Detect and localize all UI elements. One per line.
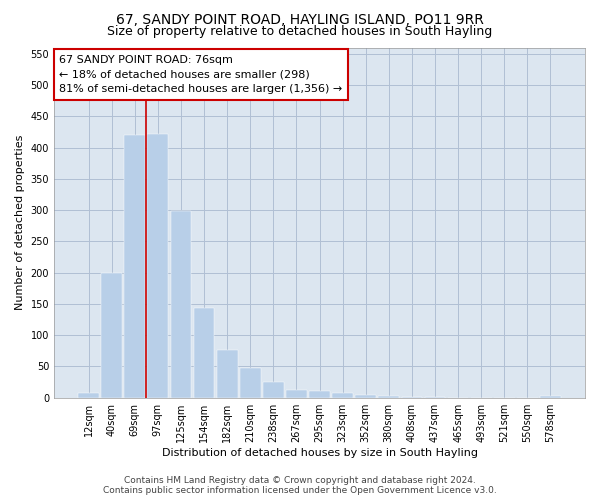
Y-axis label: Number of detached properties: Number of detached properties bbox=[15, 135, 25, 310]
Bar bbox=[309, 392, 330, 398]
Bar bbox=[379, 396, 399, 398]
Text: 67 SANDY POINT ROAD: 76sqm
← 18% of detached houses are smaller (298)
81% of sem: 67 SANDY POINT ROAD: 76sqm ← 18% of deta… bbox=[59, 54, 343, 94]
Bar bbox=[217, 350, 238, 398]
Bar bbox=[332, 394, 353, 398]
Bar bbox=[540, 396, 561, 398]
Bar bbox=[170, 212, 191, 398]
Bar bbox=[401, 397, 422, 398]
Text: 67, SANDY POINT ROAD, HAYLING ISLAND, PO11 9RR: 67, SANDY POINT ROAD, HAYLING ISLAND, PO… bbox=[116, 12, 484, 26]
Bar bbox=[148, 134, 168, 398]
Bar bbox=[425, 397, 445, 398]
Bar bbox=[286, 390, 307, 398]
Text: Size of property relative to detached houses in South Hayling: Size of property relative to detached ho… bbox=[107, 25, 493, 38]
X-axis label: Distribution of detached houses by size in South Hayling: Distribution of detached houses by size … bbox=[161, 448, 478, 458]
Bar bbox=[78, 392, 99, 398]
Bar bbox=[355, 394, 376, 398]
Bar bbox=[101, 272, 122, 398]
Bar bbox=[194, 308, 214, 398]
Bar bbox=[240, 368, 260, 398]
Bar bbox=[124, 135, 145, 398]
Text: Contains HM Land Registry data © Crown copyright and database right 2024.
Contai: Contains HM Land Registry data © Crown c… bbox=[103, 476, 497, 495]
Bar bbox=[263, 382, 284, 398]
